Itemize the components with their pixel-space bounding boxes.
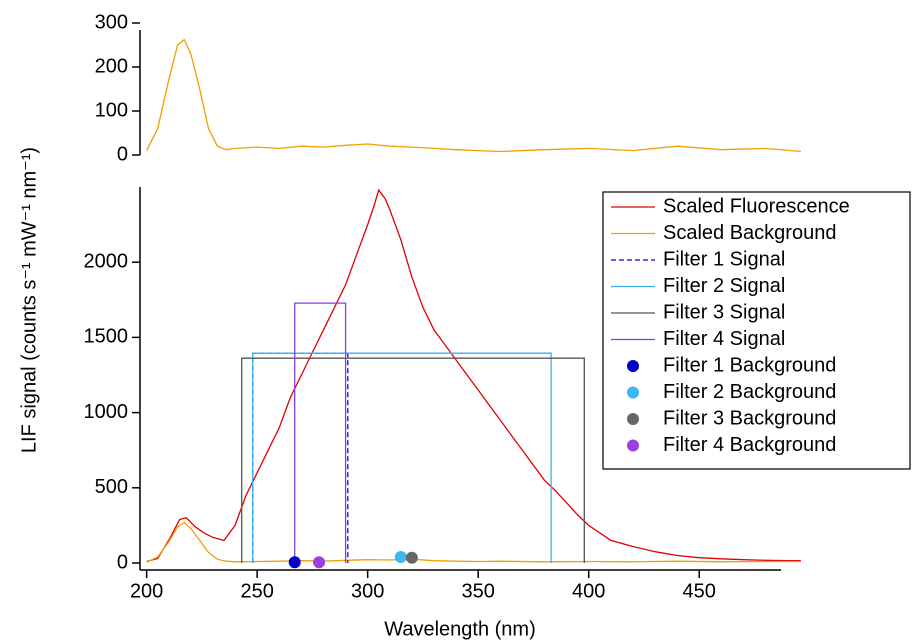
y-axis-label: LIF signal (counts s⁻¹ mW⁻¹ nm⁻¹) [18,147,40,453]
series-line [241,357,585,563]
y-tick-label: 1000 [84,401,129,423]
x-tick-label: 300 [351,580,384,602]
y-tick-label: 500 [95,476,128,498]
x-tick-label: 350 [461,580,494,602]
marker [405,551,418,564]
x-tick-label: 450 [683,580,716,602]
series-line [252,352,349,563]
legend-label: Filter 1 Background [663,354,836,376]
series-line [294,302,347,563]
legend-label: Filter 3 Signal [663,301,785,323]
legend-label: Scaled Background [663,222,836,244]
y-tick-label: 1500 [84,326,129,348]
legend-marker [627,386,639,399]
legend-marker [627,360,639,372]
x-tick-label: 250 [240,580,273,602]
y-tick-label: 100 [95,99,128,121]
marker [313,556,326,569]
legend-box [602,191,911,470]
legend-label: Scaled Fluorescence [663,195,850,217]
y-tick-label: 200 [95,55,128,77]
legend-label: Filter 4 Background [663,434,836,456]
legend-label: Filter 4 Signal [663,328,785,350]
legend-label: Filter 2 Background [663,381,836,403]
y-tick-label: 0 [117,551,128,573]
legend-marker [627,439,639,452]
legend-label: Filter 3 Background [663,407,836,429]
legend-label: Filter 2 Signal [663,275,785,297]
x-tick-label: 200 [130,580,163,602]
y-tick-label: 0 [117,143,128,165]
y-tick-label: 2000 [84,250,129,272]
legend-label: Filter 1 Signal [663,248,785,270]
series-line [146,38,801,153]
series-line [146,188,801,563]
marker [288,556,301,569]
y-tick-label: 300 [95,11,128,33]
marker [394,550,407,563]
x-tick-label: 400 [572,580,605,602]
legend-marker [627,413,639,425]
series-line [146,521,801,563]
x-axis-label: Wavelength (nm) [384,618,536,640]
series-line [252,352,552,563]
